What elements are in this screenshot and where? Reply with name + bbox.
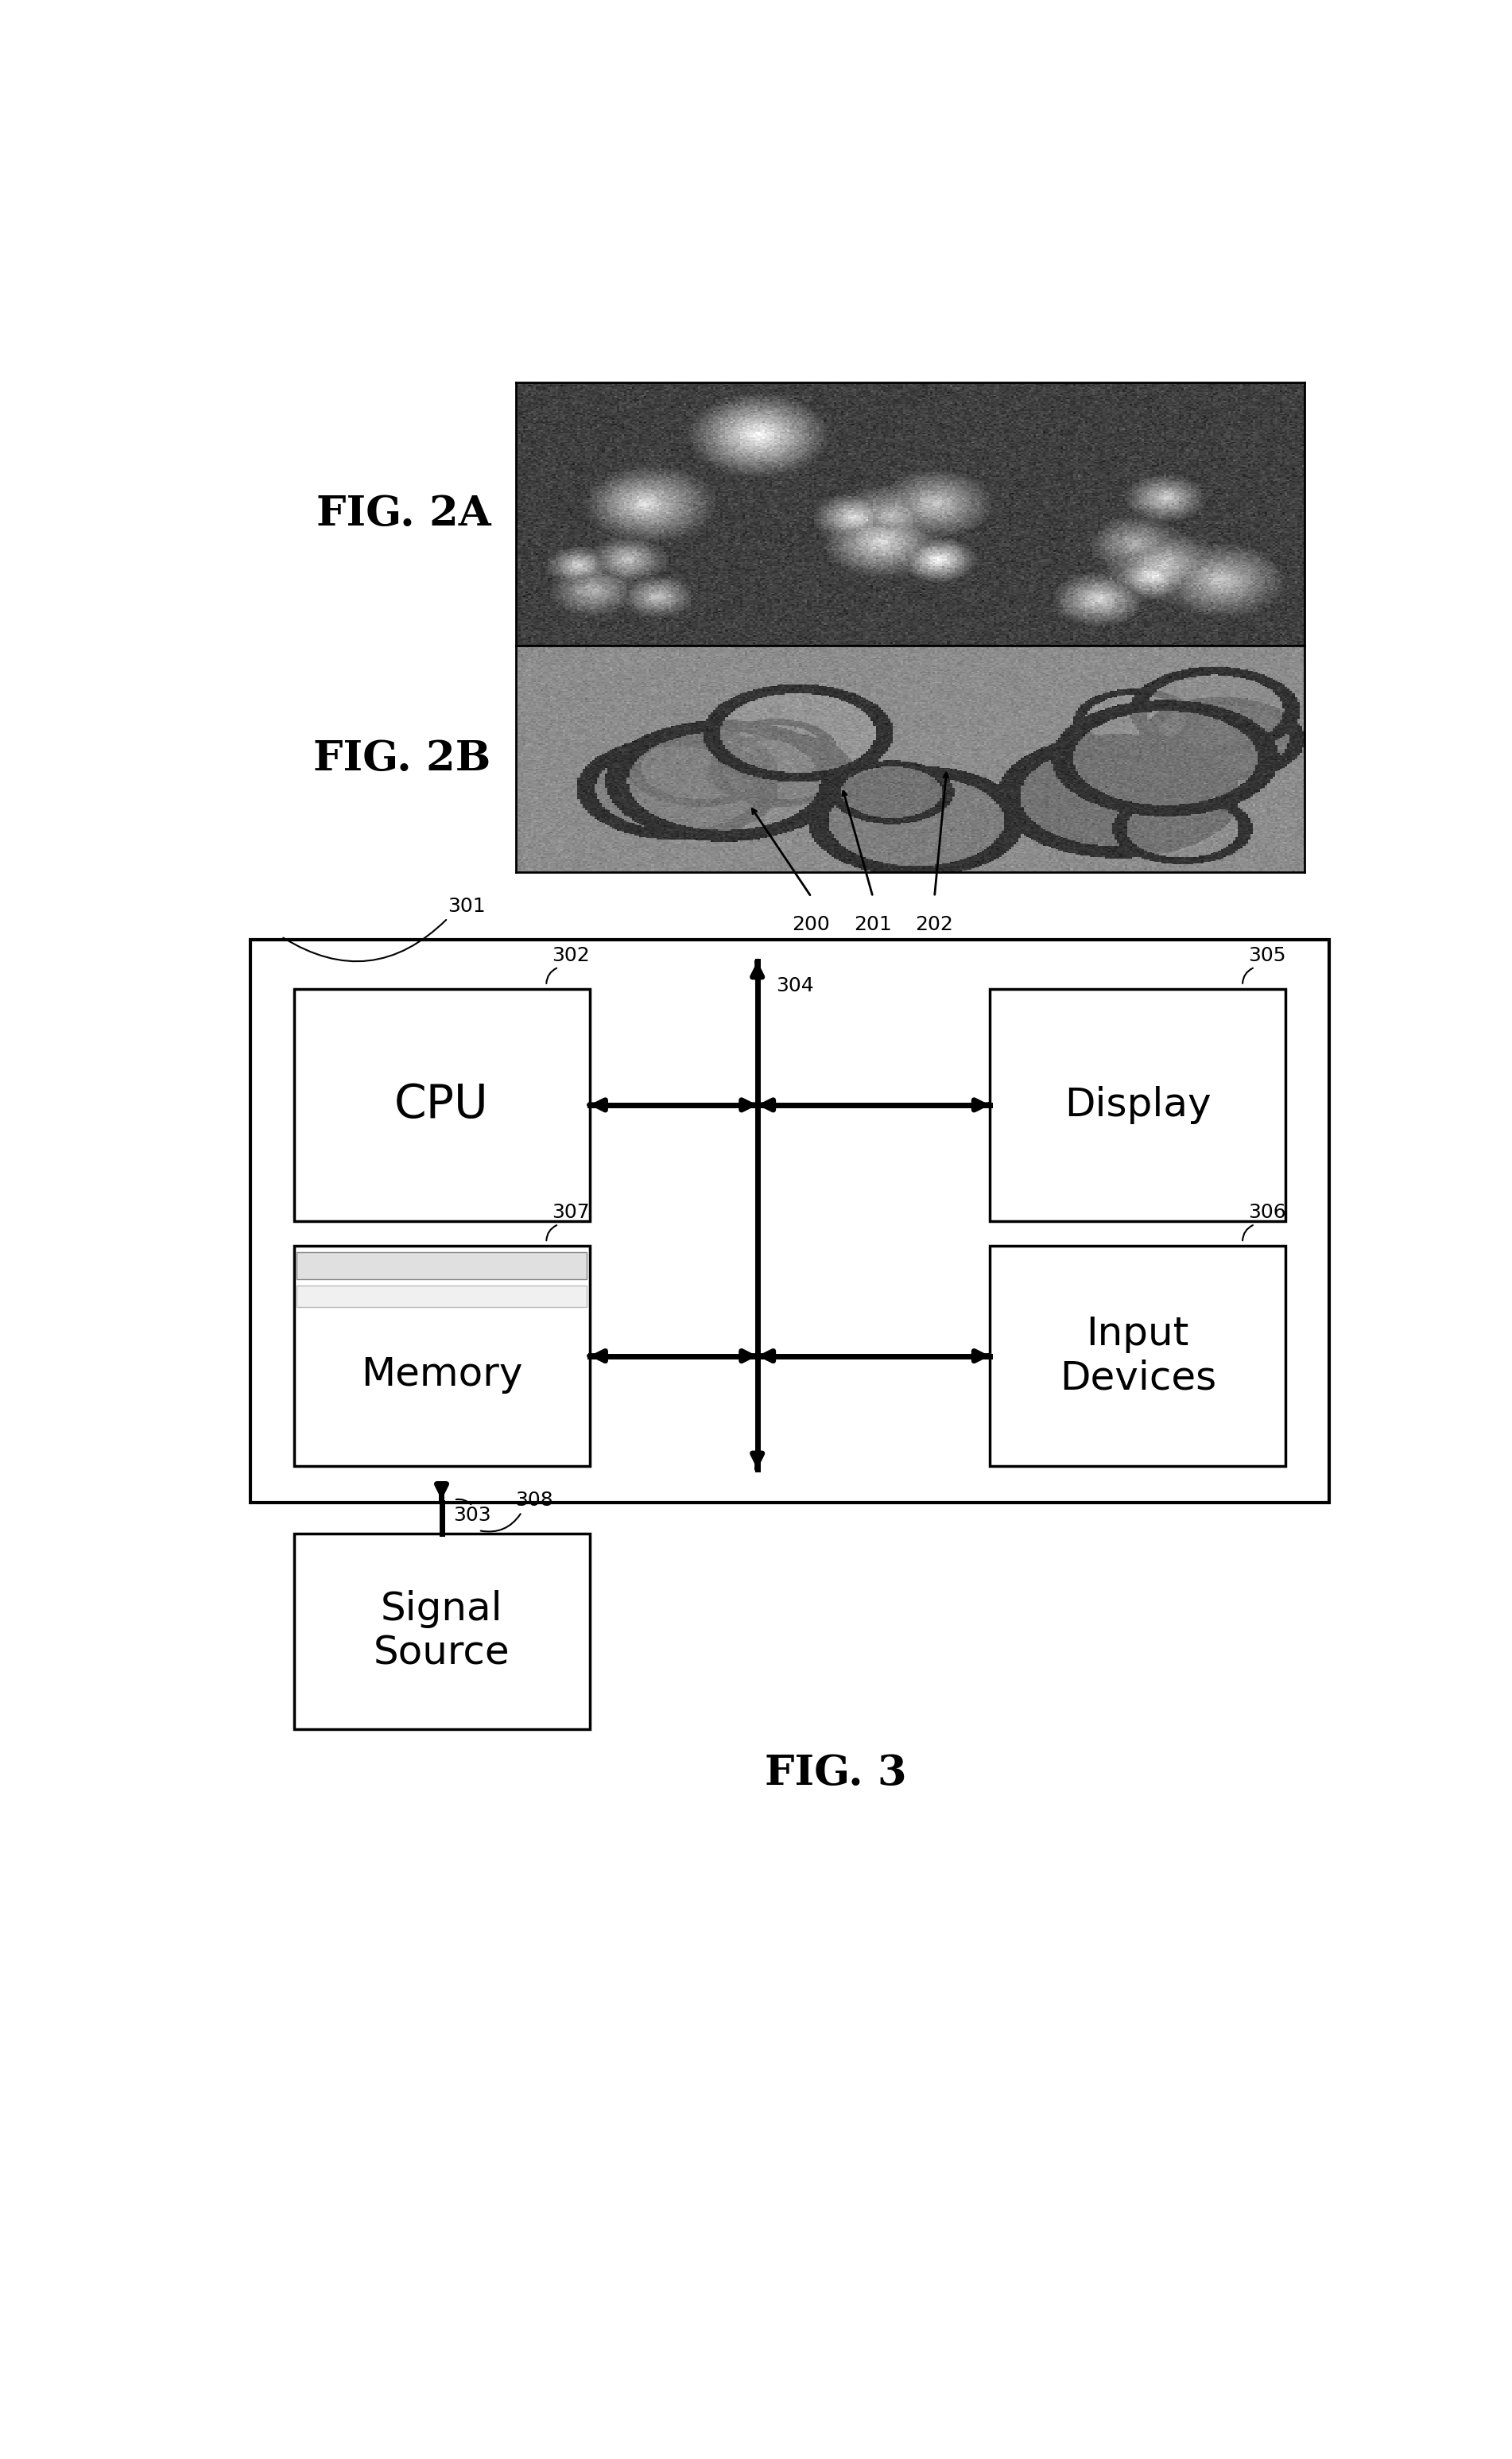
Text: 200: 200 (792, 915, 830, 934)
Text: 301: 301 (448, 898, 485, 917)
Text: 304: 304 (776, 976, 813, 996)
Text: FIG. 2A: FIG. 2A (316, 494, 491, 534)
Bar (990, 989, 1285, 1222)
Text: CPU: CPU (395, 1082, 488, 1129)
Text: 308: 308 (516, 1490, 553, 1510)
Text: 302: 302 (552, 947, 590, 964)
Bar (293, 1534, 590, 1729)
Text: Input
Devices: Input Devices (1060, 1316, 1216, 1397)
Bar (293, 989, 590, 1222)
Bar (293, 1247, 590, 1466)
Text: FIG. 2B: FIG. 2B (313, 738, 491, 780)
Text: 305: 305 (1249, 947, 1287, 964)
Text: 306: 306 (1249, 1202, 1287, 1222)
Text: 303: 303 (454, 1505, 491, 1525)
Bar (296, 1286, 587, 1308)
Bar (296, 1252, 587, 1279)
Text: Memory: Memory (361, 1355, 523, 1394)
Text: 201: 201 (854, 915, 892, 934)
Text: FIG. 3: FIG. 3 (765, 1753, 907, 1793)
Text: 307: 307 (552, 1202, 590, 1222)
Bar (990, 1247, 1285, 1466)
Text: 202: 202 (915, 915, 954, 934)
Text: Signal
Source: Signal Source (373, 1591, 510, 1672)
Text: Display: Display (1064, 1087, 1211, 1124)
Bar (251, 939, 1329, 1502)
